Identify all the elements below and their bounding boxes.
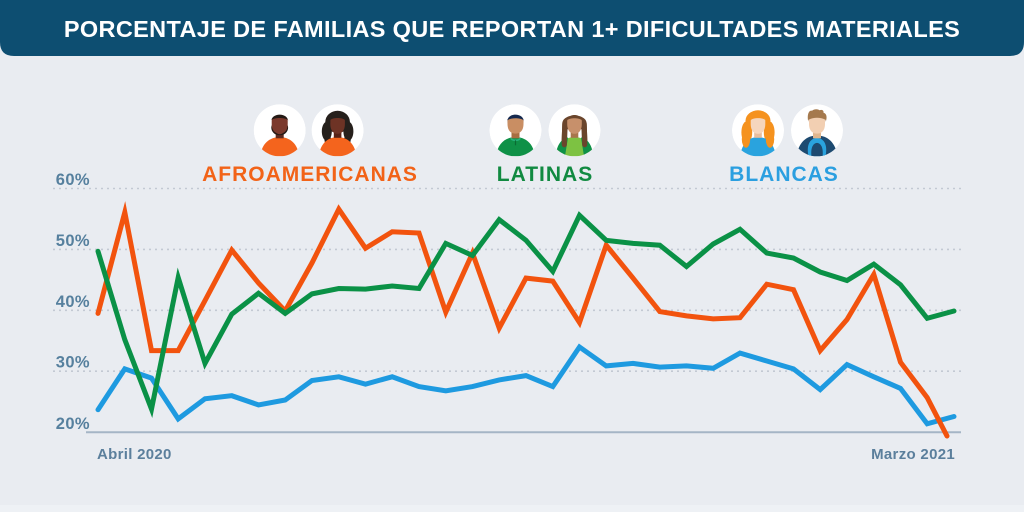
svg-text:LATINAS: LATINAS xyxy=(497,163,593,186)
svg-text:50%: 50% xyxy=(56,232,90,250)
svg-text:AFROAMERICANAS: AFROAMERICANAS xyxy=(202,163,418,186)
svg-text:40%: 40% xyxy=(56,293,90,311)
svg-text:20%: 20% xyxy=(56,415,90,433)
svg-text:60%: 60% xyxy=(56,171,90,189)
svg-text:PORCENTAJE DE FAMILIAS QUE REP: PORCENTAJE DE FAMILIAS QUE REPORTAN 1+ D… xyxy=(64,16,960,42)
svg-text:BLANCAS: BLANCAS xyxy=(729,163,839,186)
svg-text:Marzo 2021: Marzo 2021 xyxy=(871,446,955,463)
svg-text:30%: 30% xyxy=(56,354,90,372)
svg-text:Abril 2020: Abril 2020 xyxy=(97,446,172,463)
